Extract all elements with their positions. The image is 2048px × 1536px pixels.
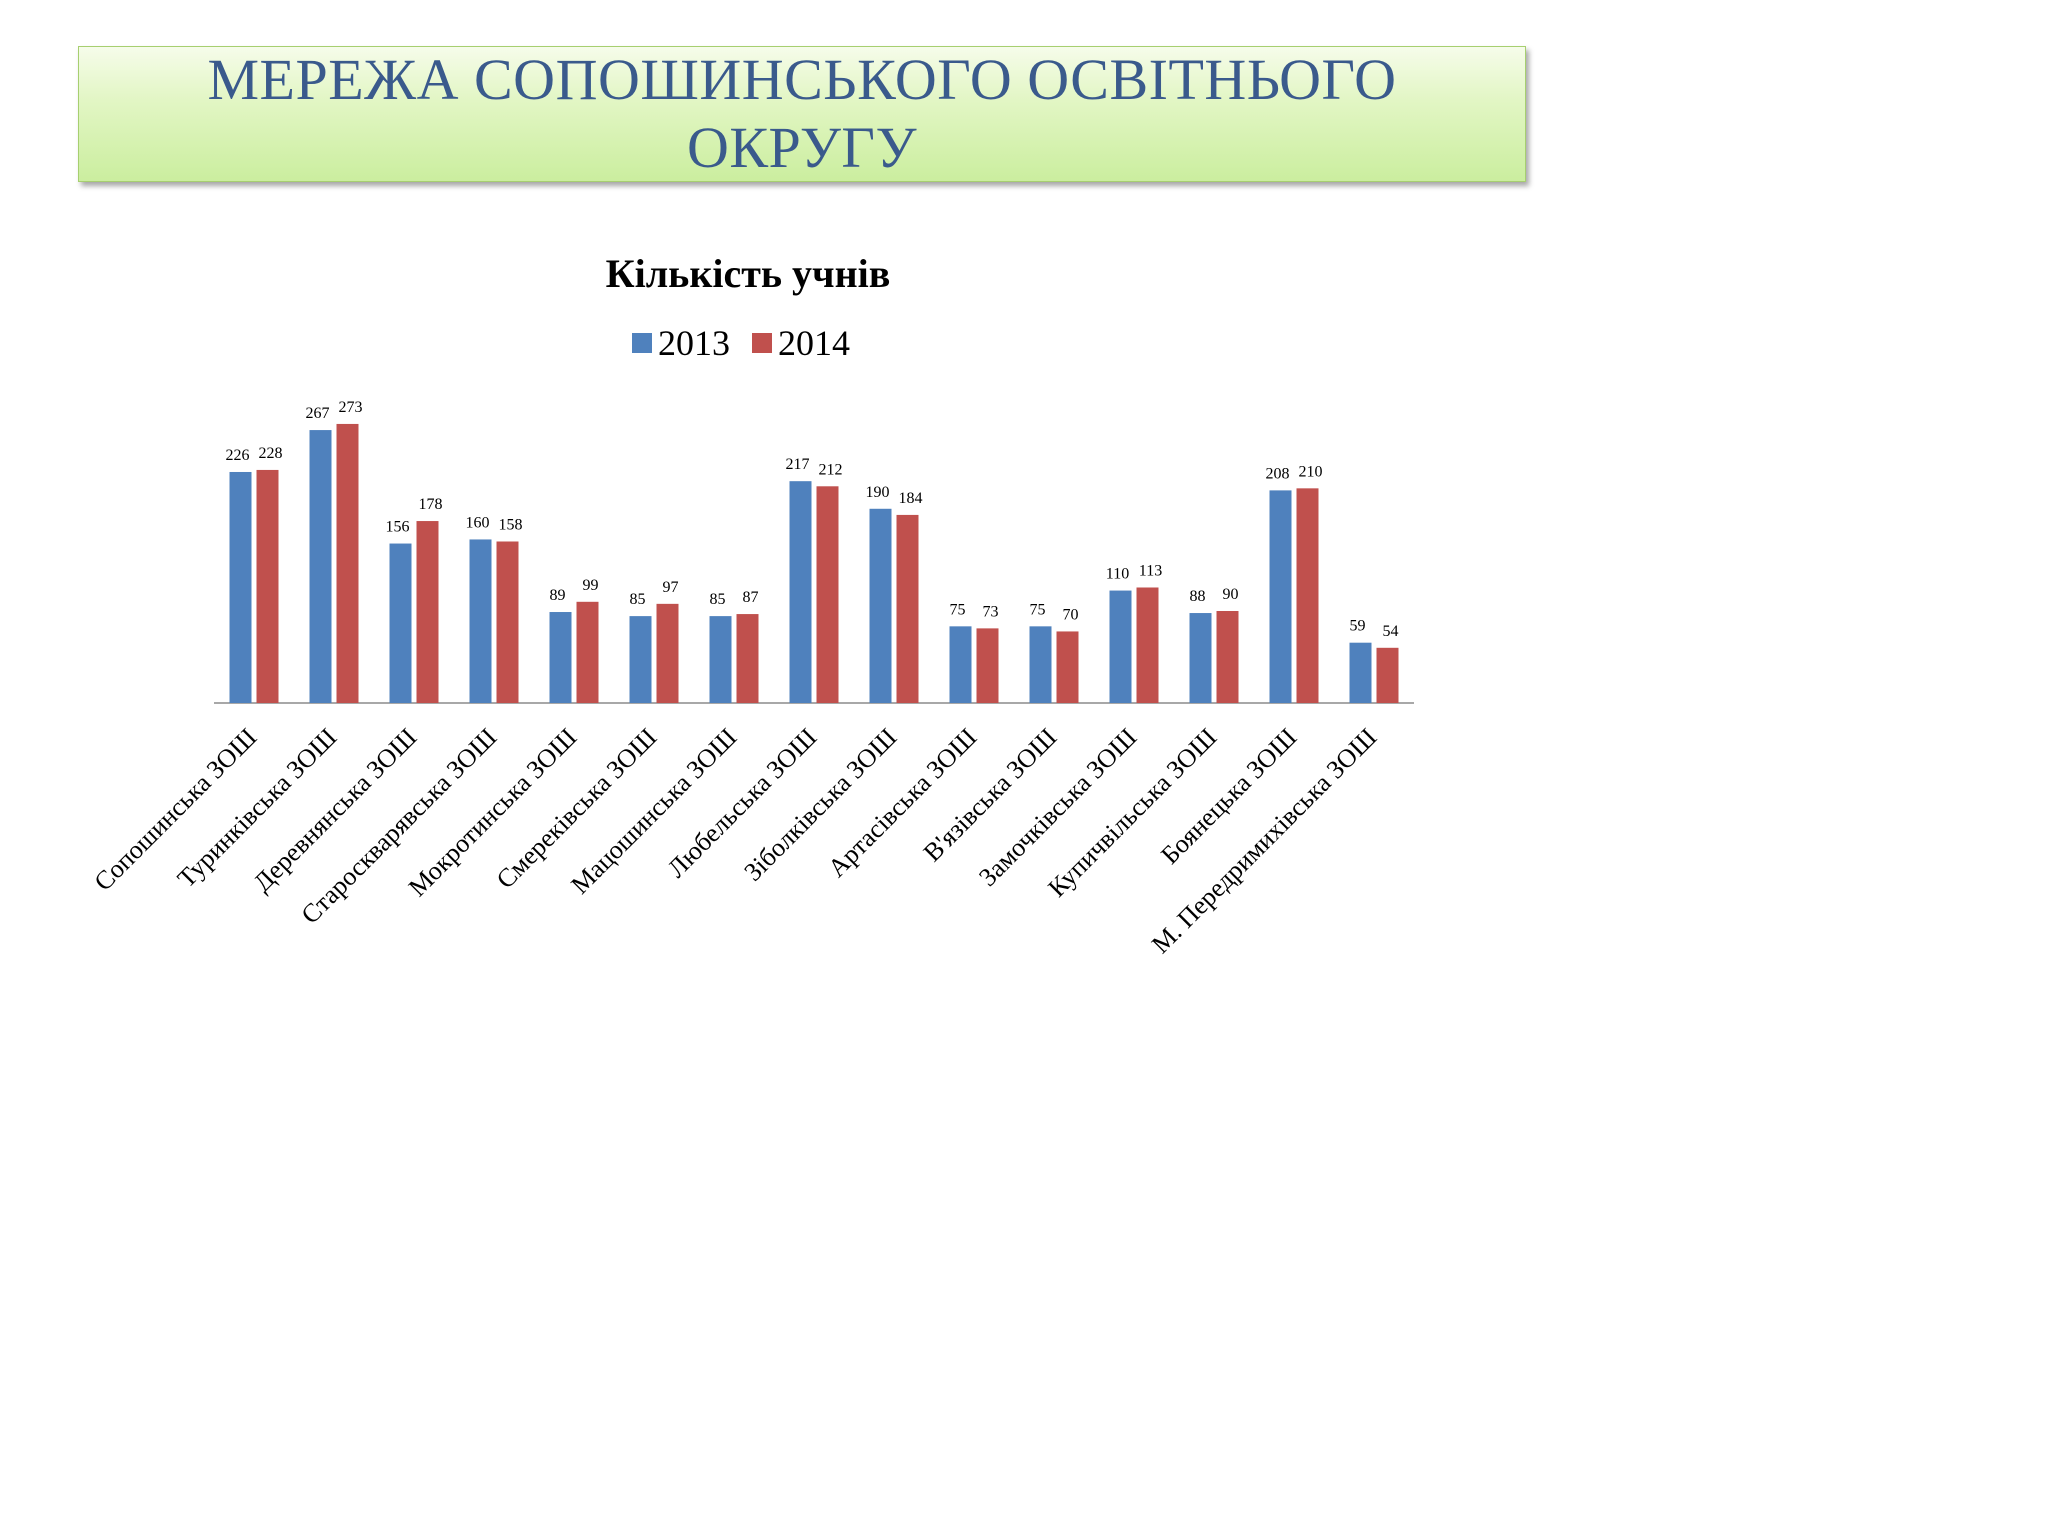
category-label-10: Артасівська ЗОШ xyxy=(822,723,982,883)
data-label-2014-12: 113 xyxy=(1139,562,1162,579)
chart-legend: 2013 2014 xyxy=(632,322,850,364)
bar-2013-10 xyxy=(949,626,972,703)
slide-title: МЕРЕЖА СОПОШИНСЬКОГО ОСВІТНЬОГО ОКРУГУ xyxy=(207,47,1397,180)
bar-2013-7 xyxy=(709,616,732,703)
bar-2014-4 xyxy=(496,541,519,703)
data-label-2014-7: 87 xyxy=(743,589,759,606)
bar-2014-14 xyxy=(1296,488,1319,703)
bar-2014-10 xyxy=(976,628,999,703)
data-label-2013-11: 75 xyxy=(1030,601,1046,618)
data-label-2014-8: 212 xyxy=(819,461,843,478)
legend-item-2014: 2014 xyxy=(752,322,850,364)
legend-swatch-2013 xyxy=(632,333,652,353)
chart-title: Кількість учнів xyxy=(605,251,891,296)
data-label-2014-2: 273 xyxy=(339,399,363,416)
legend-label-2013: 2013 xyxy=(658,323,730,363)
data-label-2013-1: 226 xyxy=(226,447,250,464)
title-banner: МЕРЕЖА СОПОШИНСЬКОГО ОСВІТНЬОГО ОКРУГУ xyxy=(78,46,1526,182)
data-label-2014-15: 54 xyxy=(1383,623,1399,640)
data-label-2013-15: 59 xyxy=(1350,618,1366,635)
bar-2014-7 xyxy=(736,614,759,703)
bar-2013-14 xyxy=(1269,490,1292,703)
category-label-14: Боянецька ЗОШ xyxy=(1155,723,1302,870)
data-label-2014-5: 99 xyxy=(583,577,599,594)
bar-2014-15 xyxy=(1376,647,1399,703)
data-label-2014-9: 184 xyxy=(899,490,923,507)
data-label-2014-11: 70 xyxy=(1063,606,1079,623)
data-label-2013-7: 85 xyxy=(710,591,726,608)
bar-2013-6 xyxy=(629,616,652,703)
data-label-2014-4: 158 xyxy=(499,516,523,533)
data-label-2013-3: 156 xyxy=(386,519,410,536)
legend-item-2013: 2013 xyxy=(632,322,730,364)
bar-2014-8 xyxy=(816,486,839,703)
legend-swatch-2014 xyxy=(752,333,772,353)
data-label-2013-5: 89 xyxy=(550,587,566,604)
data-label-2014-3: 178 xyxy=(419,496,443,513)
data-label-2014-6: 97 xyxy=(663,579,679,596)
bar-2013-15 xyxy=(1349,642,1372,703)
bar-2014-9 xyxy=(896,514,919,703)
bar-2014-1 xyxy=(256,469,279,703)
bar-2013-12 xyxy=(1109,590,1132,703)
data-label-2013-10: 75 xyxy=(950,601,966,618)
bar-2013-5 xyxy=(549,612,572,703)
data-label-2013-12: 110 xyxy=(1106,566,1129,583)
category-label-8: Любельська ЗОШ xyxy=(662,723,823,884)
bar-2013-2 xyxy=(309,430,332,703)
bar-2013-3 xyxy=(389,543,412,703)
bar-2014-12 xyxy=(1136,587,1159,703)
data-label-2014-1: 228 xyxy=(259,445,283,462)
bar-2014-2 xyxy=(336,423,359,703)
data-label-2014-13: 90 xyxy=(1223,586,1239,603)
bar-2013-13 xyxy=(1189,613,1212,703)
category-label-9: Зіболківська ЗОШ xyxy=(738,723,902,887)
bar-2013-11 xyxy=(1029,626,1052,703)
bar-2013-9 xyxy=(869,508,892,703)
data-label-2013-6: 85 xyxy=(630,591,646,608)
data-label-2013-9: 190 xyxy=(866,484,890,501)
bar-2014-5 xyxy=(576,601,599,703)
data-label-2013-2: 267 xyxy=(306,405,330,422)
data-label-2013-14: 208 xyxy=(1266,465,1290,482)
bar-2014-6 xyxy=(656,603,679,703)
data-label-2014-14: 210 xyxy=(1299,463,1323,480)
bar-2013-8 xyxy=(789,481,812,703)
bar-2014-13 xyxy=(1216,611,1239,703)
data-label-2013-13: 88 xyxy=(1190,588,1206,605)
legend-label-2014: 2014 xyxy=(778,323,850,363)
data-label-2014-10: 73 xyxy=(983,603,999,620)
data-label-2013-4: 160 xyxy=(466,514,490,531)
data-label-2013-8: 217 xyxy=(786,456,810,473)
bar-2013-1 xyxy=(229,471,252,703)
bar-2014-11 xyxy=(1056,631,1079,703)
bar-2013-4 xyxy=(469,539,492,703)
bar-2014-3 xyxy=(416,521,439,703)
